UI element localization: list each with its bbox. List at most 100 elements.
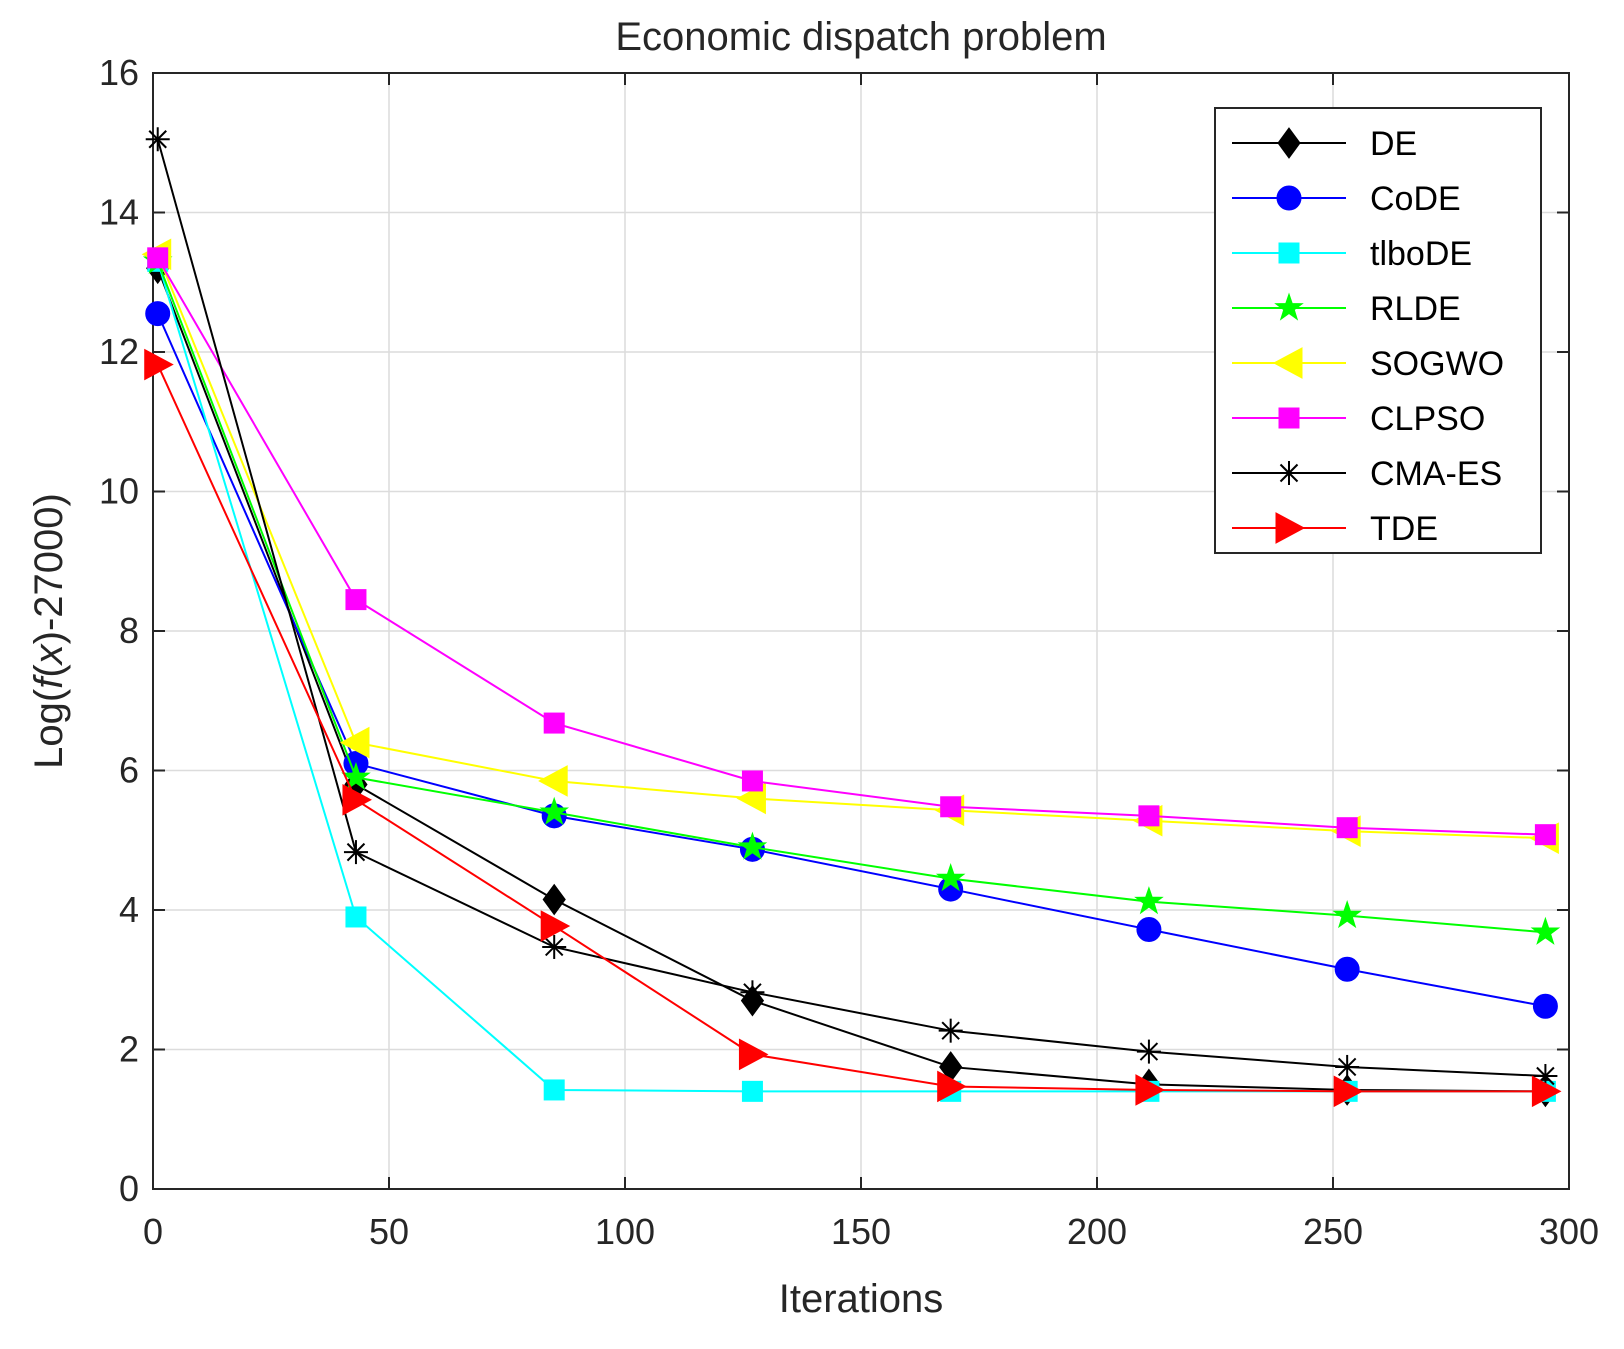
data-point-code [145, 301, 171, 327]
data-point-de [542, 883, 566, 916]
y-tick-label: 8 [119, 610, 139, 651]
legend-label: CMA-ES [1370, 455, 1502, 493]
data-point-code [1532, 993, 1558, 1019]
data-point-cma-es [145, 127, 170, 152]
data-point-tlbode [543, 1079, 565, 1101]
data-point-tde [738, 1038, 769, 1071]
data-point-rlde [737, 831, 768, 860]
data-point-clpso [1138, 805, 1160, 827]
legend-marker-clpso [1278, 407, 1300, 429]
x-tick-label: 200 [1067, 1211, 1127, 1252]
x-tick-label: 50 [369, 1211, 409, 1252]
data-point-rlde [341, 761, 371, 791]
series-line-sogwo [156, 253, 1546, 840]
x-axis-label: Iterations [779, 1277, 944, 1321]
legend-label: RLDE [1370, 290, 1461, 328]
y-axis-label-prefix: Log( [27, 688, 71, 769]
x-tick-label: 150 [831, 1211, 891, 1252]
legend-marker-tlbode [1278, 242, 1300, 264]
legend-label: CLPSO [1370, 400, 1485, 438]
data-point-sogwo [538, 765, 568, 797]
series-tde [144, 348, 1562, 1108]
y-tick-label: 12 [99, 331, 139, 372]
data-point-rlde [1332, 900, 1362, 929]
data-point-clpso [345, 589, 367, 611]
legend-label: SOGWO [1370, 345, 1504, 383]
data-point-tde [342, 783, 373, 816]
data-point-tde [1333, 1075, 1364, 1108]
y-tick-label: 10 [99, 471, 139, 512]
series-line-rlde [156, 260, 1546, 934]
y-tick-label: 14 [99, 192, 139, 233]
data-point-clpso [147, 247, 169, 269]
data-point-cma-es-stroke [1337, 1057, 1357, 1077]
series-line-de [156, 267, 1546, 1093]
data-point-cma-es-stroke [148, 130, 167, 149]
data-point-sogwo [339, 726, 370, 759]
legend-item-sogwo: SOGWO [1232, 345, 1504, 383]
legend-box [1214, 107, 1542, 554]
x-tick-label: 100 [595, 1211, 655, 1252]
legend-marker-sogwo [1272, 347, 1303, 379]
data-point-cma-es [542, 934, 567, 959]
data-point-code [1334, 956, 1360, 982]
series-line-tde [156, 364, 1546, 1093]
data-point-tde [1531, 1075, 1562, 1108]
legend-marker-de [1277, 127, 1301, 159]
data-point-cma-es [740, 980, 765, 1005]
legend-marker-tde [1275, 512, 1306, 544]
data-point-clpso [1534, 824, 1556, 846]
legend-marker-cma-es-stroke [1279, 463, 1299, 483]
series-clpso [147, 247, 1556, 846]
legend-item-rlde: RLDE [1232, 290, 1461, 328]
data-point-cma-es-stroke [743, 983, 762, 1002]
data-point-rlde [935, 863, 966, 892]
legend: DE CoDE tlboDE RLDE SOGWO CLPSO CMA-ES TDE [1214, 107, 1542, 554]
data-point-tlbode [345, 906, 367, 928]
legend-item-code: CoDE [1232, 180, 1461, 218]
legend-marker-cma-es [1277, 461, 1301, 485]
series-line-cma-es [156, 138, 1546, 1078]
y-tick-label: 4 [119, 889, 139, 930]
y-tick-label: 2 [119, 1029, 139, 1070]
data-point-cma-es [343, 840, 368, 865]
y-axis-label: Log(f(x)-27000) [27, 493, 71, 769]
data-point-clpso [940, 796, 962, 818]
legend-label: TDE [1370, 510, 1438, 548]
legend-marker-code [1276, 185, 1302, 211]
legend-marker-rlde [1274, 292, 1304, 321]
legend-item-de: DE [1232, 125, 1417, 163]
legend-label: DE [1370, 125, 1417, 163]
data-point-rlde [539, 796, 569, 825]
data-point-clpso [543, 712, 565, 734]
data-point-clpso [1336, 817, 1358, 839]
axis-ticks: 0 50 100 150 200 250 300 0 2 4 6 8 10 12 14 16 [99, 52, 1599, 1252]
data-point-clpso [741, 770, 763, 792]
x-tick-label: 250 [1303, 1211, 1363, 1252]
y-axis-label-x: x [27, 642, 71, 666]
legend-item-cma-es: CMA-ES [1232, 455, 1502, 493]
data-point-rlde [1134, 886, 1164, 915]
legend-item-tlbode: tlboDE [1232, 235, 1472, 273]
y-tick-label: 0 [119, 1168, 139, 1209]
legend-item-tde: TDE [1232, 510, 1438, 548]
data-point-tde [144, 348, 174, 381]
chart-title: Economic dispatch problem [615, 15, 1106, 59]
legend-label: tlboDE [1370, 235, 1472, 273]
data-point-cma-es-stroke [346, 842, 366, 862]
data-point-cma-es-stroke [544, 937, 564, 957]
y-axis-label-paren: ( [27, 664, 71, 678]
data-point-cma-es [1136, 1039, 1161, 1064]
data-point-cma-es [1335, 1054, 1360, 1079]
series-line-clpso [156, 257, 1546, 836]
data-point-cma-es [938, 1018, 963, 1043]
data-point-tde [937, 1070, 967, 1103]
y-tick-label: 6 [119, 750, 139, 791]
x-tick-label: 0 [143, 1211, 163, 1252]
data-point-cma-es-stroke [1139, 1042, 1159, 1061]
legend-label: CoDE [1370, 180, 1461, 218]
data-point-code [1136, 917, 1162, 943]
y-tick-label: 16 [99, 52, 139, 93]
y-axis-label-suffix: )-27000) [27, 493, 71, 644]
